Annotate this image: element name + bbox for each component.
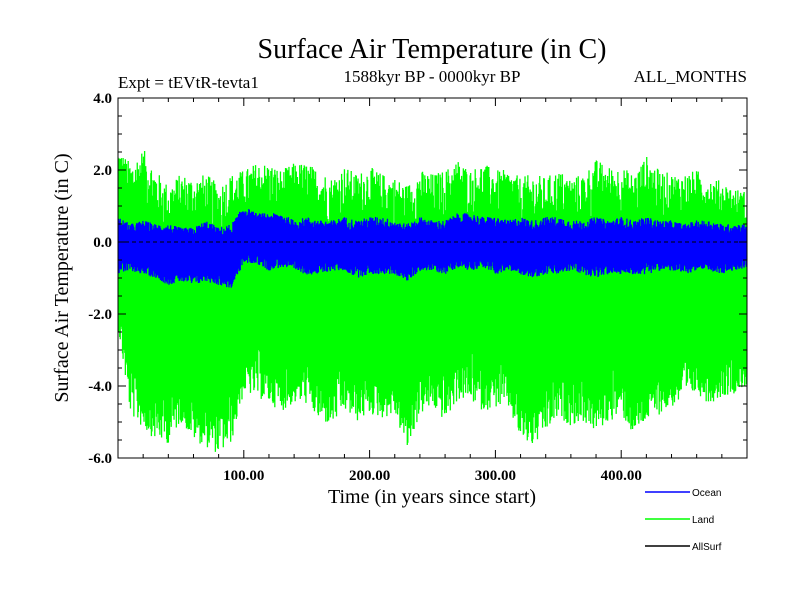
experiment-label: Expt = tEVtR-tevta1 xyxy=(118,73,259,92)
chart-title: Surface Air Temperature (in C) xyxy=(258,34,607,65)
legend-label-allsurf: AllSurf xyxy=(692,542,722,553)
y-tick-label: 4.0 xyxy=(93,91,112,107)
axis-ticks xyxy=(118,97,747,459)
x-tick-label: 200.00 xyxy=(349,468,390,484)
legend: Ocean Land AllSurf xyxy=(645,488,722,553)
y-tick-label: -4.0 xyxy=(88,379,112,395)
x-tick-label: 400.00 xyxy=(601,468,642,484)
y-tick-label: -2.0 xyxy=(88,307,112,323)
y-axis-label: Surface Air Temperature (in C) xyxy=(51,153,73,402)
tick-labels: 100.00 200.00 300.00 400.00 -6.0 -4.0 -2.0 0.0 2… xyxy=(88,91,642,484)
plot-area xyxy=(118,151,747,452)
months-label: ALL_MONTHS xyxy=(634,67,747,86)
period-label: 1588kyr BP - 0000kyr BP xyxy=(344,67,521,86)
x-tick-label: 300.00 xyxy=(475,468,516,484)
series-land xyxy=(118,151,747,452)
legend-label-ocean: Ocean xyxy=(692,488,721,499)
y-tick-label: -6.0 xyxy=(88,451,112,467)
y-tick-label: 0.0 xyxy=(93,235,112,251)
series-ocean xyxy=(118,209,747,288)
legend-label-land: Land xyxy=(692,515,714,526)
series-layer xyxy=(118,151,747,452)
x-tick-label: 100.00 xyxy=(223,468,264,484)
y-tick-label: 2.0 xyxy=(93,163,112,179)
x-axis-label: Time (in years since start) xyxy=(328,486,536,508)
